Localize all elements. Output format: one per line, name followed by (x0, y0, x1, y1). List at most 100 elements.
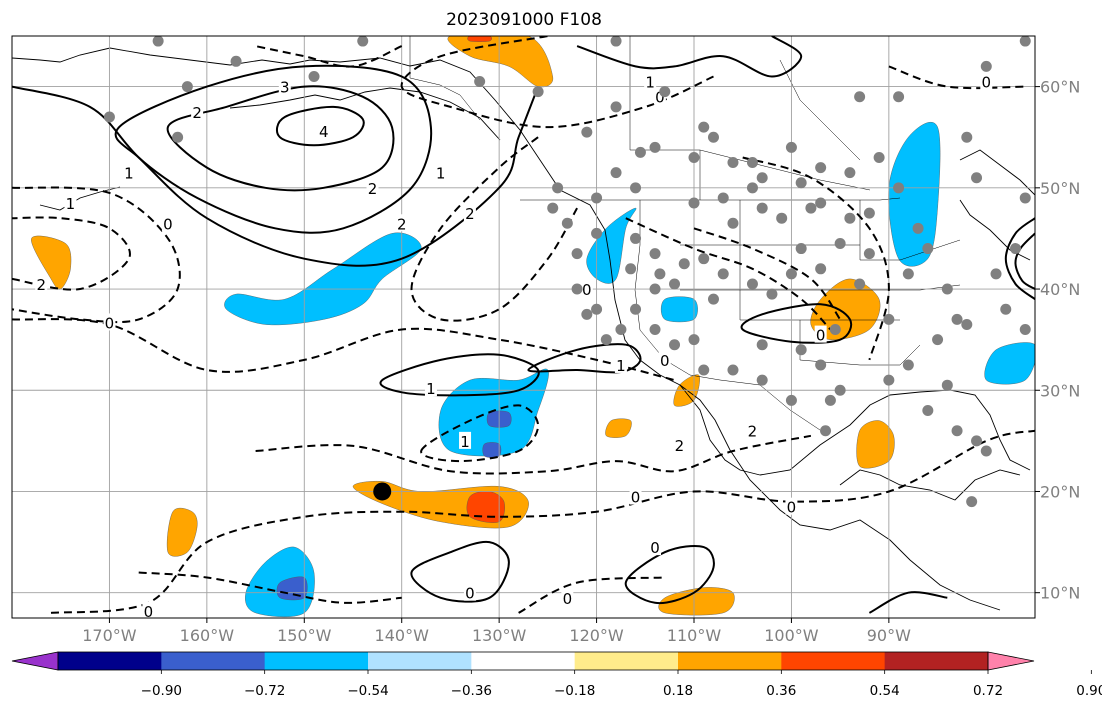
contour-solid-0-8 (740, 303, 853, 344)
station-marker-42 (980, 445, 992, 457)
contour-label-15: 0 (582, 281, 592, 299)
contour-label-23: 0 (631, 489, 641, 507)
contour-label-22: 2 (748, 423, 758, 441)
station-marker-56 (547, 202, 559, 214)
colorbar-tick-label-7: 0.54 (870, 683, 900, 699)
station-marker-35 (883, 313, 895, 325)
contour-label-bg-2 (366, 178, 379, 196)
station-marker-50 (1019, 324, 1031, 336)
station-marker-14 (610, 167, 622, 179)
station-marker-82 (834, 384, 846, 396)
station-marker-45 (951, 313, 963, 325)
y-axis-ticks: 60°N 50°N 40°N 30°N 20°N 10°N (1035, 78, 1080, 603)
station-marker-31 (971, 172, 983, 184)
y-tick-label-60°N: 60°N (1040, 78, 1080, 97)
contour-label-bg-1 (191, 102, 204, 120)
station-marker-32 (912, 222, 924, 234)
station-marker-18 (707, 131, 719, 143)
station-marker-7 (532, 86, 544, 98)
contour-label-bg-25 (649, 538, 662, 556)
contour-label-27: 0 (563, 590, 573, 608)
contour-solid-2-9 (576, 36, 803, 78)
coastline-3 (839, 469, 1021, 501)
station-marker-104 (654, 268, 666, 280)
chart-title: 2023091000 F108 (446, 10, 602, 30)
station-marker-55 (552, 182, 564, 194)
contour-label-bg-16 (658, 350, 671, 368)
colorbar-tick-label-9: 0.90 (1076, 683, 1102, 699)
border-2 (719, 379, 821, 431)
contour-solid-2-1 (166, 85, 395, 192)
station-marker-17 (688, 151, 700, 163)
station-marker-60 (591, 227, 603, 239)
x-tick-label-150°W: 150°W (277, 626, 332, 645)
contour-solid-1-2 (114, 64, 433, 234)
station-marker-107 (688, 197, 700, 209)
contour-dashed--1-24 (138, 571, 402, 604)
contour-label-bg-21 (673, 435, 686, 453)
station-marker-63 (649, 248, 661, 260)
station-marker-21 (746, 157, 758, 169)
station-marker-97 (795, 344, 807, 356)
station-marker-49 (1000, 303, 1012, 315)
station-marker-34 (902, 268, 914, 280)
station-marker-9 (610, 36, 622, 47)
contour-dashed-0-25 (518, 576, 665, 614)
station-marker-67 (727, 217, 739, 229)
contour-dashed--1-22 (625, 217, 832, 331)
station-marker-16 (649, 141, 661, 153)
station-marker-96 (756, 339, 768, 351)
anomaly-region-20 (467, 36, 492, 42)
contour-label-bg-0 (317, 122, 330, 140)
station-marker-98 (805, 202, 817, 214)
contour-dashed--2-14 (410, 136, 578, 322)
station-marker-74 (795, 243, 807, 255)
anomaly-region-14 (810, 278, 881, 340)
station-marker-0 (103, 111, 115, 123)
station-marker-20 (756, 172, 768, 184)
x-tick-label-140°W: 140°W (375, 626, 430, 645)
station-marker-38 (922, 405, 934, 417)
contour-solid-0-7 (624, 545, 715, 605)
coastline-0 (12, 47, 1001, 611)
colorbar-segment-1 (58, 652, 162, 670)
station-marker-2 (181, 81, 193, 93)
contour-label-18: 1 (645, 74, 655, 92)
contour-dashed--2-23 (693, 227, 841, 320)
anomaly-region-16 (658, 587, 735, 616)
station-marker-101 (795, 177, 807, 189)
station-marker-57 (561, 217, 573, 229)
station-marker-39 (941, 379, 953, 391)
station-marker-65 (669, 278, 681, 290)
station-marker-54 (1019, 36, 1031, 47)
station-marker-72 (785, 268, 797, 280)
contour-label-bg-9 (64, 194, 77, 212)
station-marker-5 (308, 70, 320, 82)
contour-label-bg-24 (785, 497, 798, 515)
station-marker-40 (951, 425, 963, 437)
contour-label-7: 1 (426, 380, 436, 398)
contour-layer (12, 36, 1035, 614)
colorbar-tick-label-5: 0.18 (663, 683, 693, 699)
colorbar-tick-label-8: 0.72 (973, 683, 1003, 699)
contour-label-8: 1 (460, 433, 470, 451)
anomaly-region-15 (856, 420, 895, 469)
contour-label-bg-5 (161, 214, 174, 232)
border-1 (634, 200, 721, 381)
station-marker-69 (746, 278, 758, 290)
station-marker-4 (357, 36, 369, 47)
contour-label-bg-26 (463, 583, 476, 601)
contour-dashed-0-18 (50, 429, 1035, 614)
contour-label-14: 1 (436, 165, 446, 183)
station-marker-66 (698, 253, 710, 265)
colorbar-outline (57, 651, 989, 671)
station-marker-22 (785, 141, 797, 153)
position-marker-layer (373, 482, 392, 501)
coastline-5 (39, 186, 121, 211)
x-tick-label-160°W: 160°W (180, 626, 235, 645)
contour-dashed-0-13 (12, 318, 675, 382)
anomaly-region-12 (166, 507, 198, 557)
anomaly-region-6 (660, 296, 698, 323)
